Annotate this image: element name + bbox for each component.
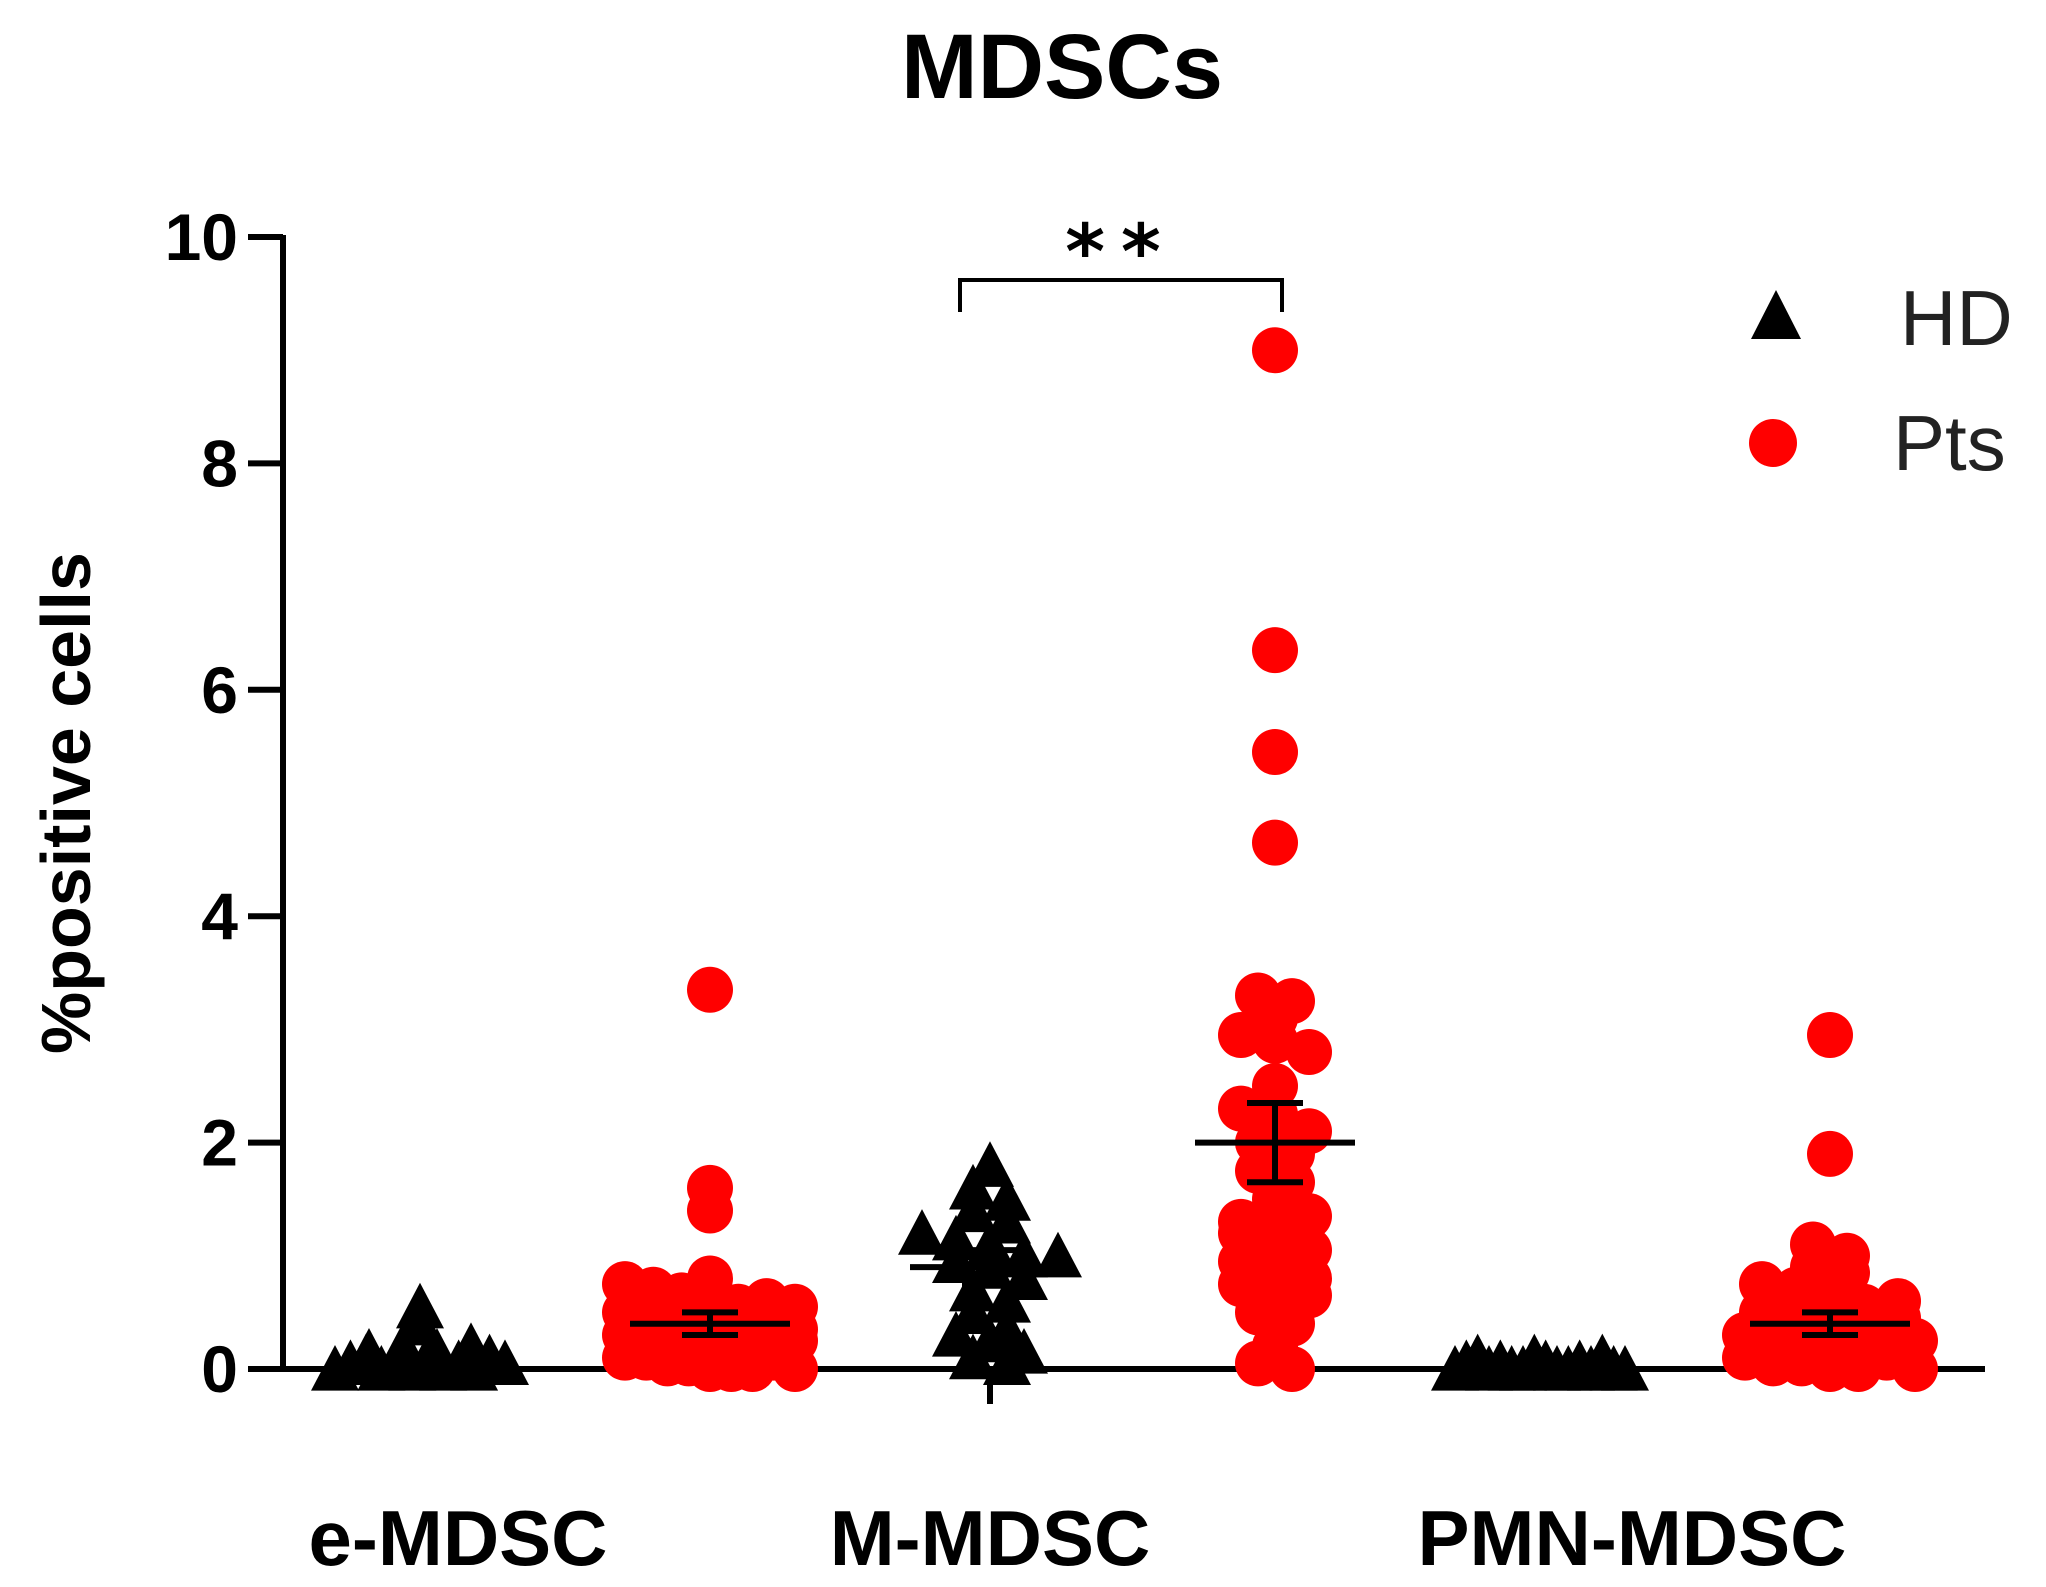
hd-point bbox=[966, 1141, 1014, 1187]
x-category-label: PMN-MDSC bbox=[1418, 1494, 1847, 1582]
hd-point bbox=[983, 1305, 1031, 1351]
pts-point bbox=[1875, 1278, 1921, 1325]
hd-point bbox=[447, 1322, 495, 1368]
pts-point bbox=[1286, 1108, 1332, 1155]
y-tick-label: 2 bbox=[201, 1106, 238, 1180]
hd-point bbox=[1601, 1345, 1649, 1391]
significance-bracket bbox=[958, 278, 1284, 312]
pts-point bbox=[1807, 1012, 1853, 1059]
pts-point bbox=[1235, 972, 1281, 1019]
y-tick-label: 8 bbox=[201, 426, 238, 500]
hd-point bbox=[898, 1209, 946, 1255]
x-category-label: e-MDSC bbox=[308, 1494, 607, 1582]
x-category-label: M-MDSC bbox=[830, 1494, 1151, 1582]
hd-point bbox=[983, 1175, 1031, 1221]
legend: HD Pts bbox=[1749, 274, 2013, 487]
x-categories: e-MDSC M-MDSC PMN-MDSC bbox=[308, 1494, 1846, 1582]
pts-point bbox=[1252, 1063, 1298, 1109]
x-axis: e-MDSC M-MDSC PMN-MDSC bbox=[283, 1366, 1985, 1582]
chart-title: MDSCs bbox=[901, 16, 1223, 118]
pts-point bbox=[1841, 1283, 1887, 1330]
pts-point bbox=[772, 1283, 818, 1330]
pts-point bbox=[1739, 1261, 1785, 1308]
y-tick-label: 10 bbox=[165, 200, 238, 274]
hd-point bbox=[481, 1339, 529, 1385]
y-tick-label: 4 bbox=[201, 879, 238, 953]
legend-marker-pts bbox=[1749, 419, 1797, 467]
pts-point bbox=[1286, 1193, 1332, 1240]
pts-point bbox=[1218, 1012, 1264, 1059]
pts-point bbox=[687, 1255, 733, 1302]
legend-label-hd: HD bbox=[1900, 274, 2013, 362]
y-axis: 0 2 4 6 8 10 %positive cells bbox=[27, 200, 286, 1406]
pts-point bbox=[1218, 1198, 1264, 1245]
data-points bbox=[311, 327, 1938, 1392]
significance-annotation: ** bbox=[958, 207, 1284, 312]
y-ticks: 0 2 4 6 8 10 bbox=[165, 200, 283, 1406]
significance-label: ** bbox=[1065, 207, 1177, 296]
hd-point bbox=[396, 1282, 444, 1329]
mean-sem-markers bbox=[340, 1099, 1910, 1375]
pts-point bbox=[1252, 729, 1298, 776]
pts-point bbox=[1286, 1227, 1332, 1274]
pts-point bbox=[1252, 327, 1298, 374]
pts-point bbox=[687, 966, 733, 1013]
pts-point bbox=[1807, 1130, 1853, 1177]
pts-point bbox=[1824, 1232, 1870, 1279]
pts-point bbox=[1286, 1029, 1332, 1076]
y-tick-label: 6 bbox=[201, 653, 238, 727]
pts-point bbox=[1218, 1085, 1264, 1132]
y-axis-label: %positive cells bbox=[27, 552, 105, 1054]
pts-point bbox=[687, 1164, 733, 1211]
pts-point bbox=[1252, 627, 1298, 674]
legend-marker-hd bbox=[1751, 290, 1801, 339]
pts-point bbox=[1269, 978, 1315, 1025]
legend-label-pts: Pts bbox=[1893, 399, 2006, 487]
y-tick-label: 0 bbox=[201, 1332, 238, 1406]
hd-point bbox=[1034, 1231, 1082, 1278]
pts-point bbox=[1252, 819, 1298, 866]
